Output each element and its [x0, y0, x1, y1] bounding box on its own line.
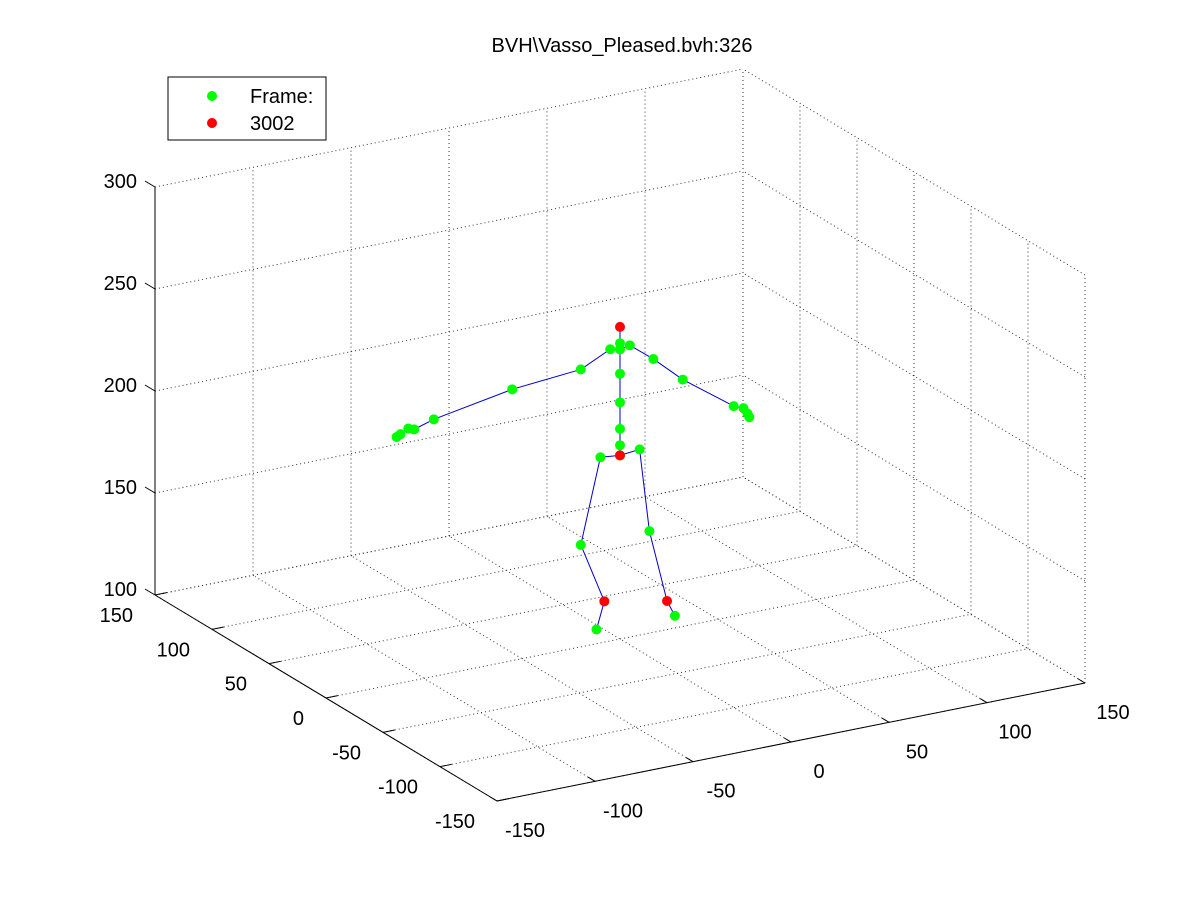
floor-grid-x: [546, 515, 890, 723]
floor-grid-x: [448, 535, 792, 743]
y-tick-label: -50: [332, 742, 361, 764]
joint-point: [391, 432, 402, 442]
bone-segment: [512, 368, 581, 390]
z-tick-label: 200: [104, 375, 137, 397]
x-tick-mark: [1077, 678, 1086, 684]
x-tick-mark: [587, 776, 596, 782]
joint-point: [615, 397, 625, 408]
z-tick-mark: [144, 486, 156, 494]
z-tick-label: 100: [104, 579, 137, 601]
joint-point: [615, 423, 625, 434]
legend-label-3002: 3002: [250, 113, 295, 135]
side-wall-grid-z: [742, 68, 1086, 276]
end-site-point: [615, 321, 625, 332]
bone-segment: [580, 348, 611, 370]
z-tick-label: 300: [104, 171, 137, 193]
joint-point: [615, 368, 625, 379]
joint-point: [428, 414, 439, 425]
joint-point: [615, 338, 625, 349]
x-tick-label: -50: [707, 781, 736, 803]
z-tick-mark: [144, 282, 156, 290]
chart-title: BVH\Vasso_Pleased.bvh:326: [492, 35, 753, 57]
legend-label-frame: Frame:: [250, 86, 313, 108]
joint-point: [595, 452, 606, 463]
y-tick-mark: [154, 592, 167, 596]
y-tick-label: 150: [100, 605, 133, 627]
legend-marker-3002: [207, 118, 217, 128]
y-tick-mark: [439, 763, 452, 768]
bone-segment: [648, 530, 668, 602]
x-tick-mark: [881, 717, 890, 723]
x-tick-label: -150: [505, 820, 545, 842]
y-tick-mark: [382, 729, 395, 733]
y-tick-label: 100: [157, 639, 190, 661]
axes: [144, 180, 1086, 802]
x-tick-label: 100: [998, 722, 1031, 744]
joint-point: [728, 401, 739, 412]
end-site-point: [599, 596, 610, 607]
side-wall-grid-z: [742, 272, 1086, 480]
y-tick-mark: [325, 695, 338, 699]
joint-point: [591, 624, 602, 635]
joint-point: [744, 412, 755, 423]
y-tick-label: 50: [225, 674, 247, 696]
z-tick-mark: [144, 588, 156, 596]
joint-point: [677, 374, 688, 385]
bone-segment: [639, 449, 650, 532]
floor-grid-x: [644, 496, 988, 704]
x-tick-mark: [489, 796, 498, 802]
bone-segment: [580, 457, 601, 545]
y-tick-label: -100: [378, 777, 418, 799]
y-tick-label: 0: [293, 708, 304, 730]
joint-point: [575, 364, 586, 375]
z-tick-mark: [144, 180, 156, 188]
side-wall-grid-z: [742, 170, 1086, 378]
joint-point: [644, 526, 655, 537]
tick-labels: -150 -100 -50 0 50 100 150 -150 -100 -50 0 50 100 150…: [100, 171, 1130, 842]
x-tick-mark: [979, 698, 988, 704]
y-tick-mark: [268, 660, 281, 665]
joint-point: [615, 440, 625, 451]
joint-point: [634, 444, 645, 455]
bone-segment: [433, 388, 513, 420]
end-site-point: [662, 596, 673, 606]
z-tick-label: 150: [104, 477, 137, 499]
bone-segment: [653, 358, 684, 380]
x-tick-label: 50: [906, 741, 928, 763]
z-tick-label: 250: [104, 273, 137, 295]
joint-point: [669, 610, 680, 621]
z-tick-mark: [144, 384, 156, 392]
floor-grid-x: [350, 555, 694, 763]
side-wall-grid-z: [742, 476, 1086, 684]
legend-marker-frame: [207, 91, 217, 101]
y-tick-label: -150: [435, 811, 475, 833]
joint-point: [648, 353, 659, 364]
joint-point: [507, 384, 518, 395]
floor-grid-x: [252, 574, 596, 782]
x-tick-label: 150: [1096, 702, 1129, 724]
joint-point: [575, 539, 586, 550]
y-tick-mark: [496, 798, 509, 802]
side-wall-grid-z: [742, 374, 1086, 582]
y-tick-mark: [211, 626, 224, 630]
joint-point: [624, 340, 635, 351]
end-site-point: [615, 450, 625, 461]
joint-point: [605, 344, 616, 355]
skeleton-joints: [391, 321, 755, 635]
x-tick-mark: [783, 737, 792, 743]
x-tick-mark: [685, 757, 694, 763]
bone-segment: [682, 379, 734, 407]
x-tick-label: -100: [603, 800, 643, 822]
legend: Frame: 3002: [167, 76, 327, 141]
x-tick-label: 0: [813, 761, 824, 783]
legend-box: [167, 76, 327, 141]
joint-point: [403, 423, 414, 434]
bone-segment: [580, 544, 605, 602]
